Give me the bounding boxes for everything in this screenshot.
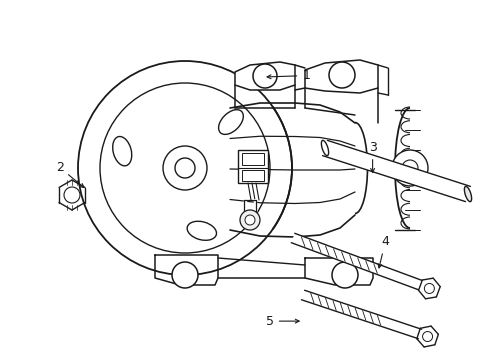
Circle shape bbox=[163, 146, 206, 190]
Polygon shape bbox=[301, 290, 421, 339]
Circle shape bbox=[422, 332, 432, 342]
Polygon shape bbox=[291, 233, 421, 290]
Circle shape bbox=[240, 210, 260, 230]
Ellipse shape bbox=[187, 221, 216, 240]
Text: 2: 2 bbox=[56, 161, 84, 188]
Text: 4: 4 bbox=[377, 235, 388, 268]
Circle shape bbox=[331, 262, 357, 288]
Ellipse shape bbox=[218, 110, 243, 134]
Text: 5: 5 bbox=[265, 315, 299, 328]
Circle shape bbox=[175, 158, 195, 178]
Polygon shape bbox=[229, 103, 354, 237]
Polygon shape bbox=[322, 140, 469, 202]
Circle shape bbox=[172, 262, 198, 288]
Text: 1: 1 bbox=[266, 69, 309, 82]
Polygon shape bbox=[242, 153, 264, 165]
Circle shape bbox=[424, 283, 433, 293]
Polygon shape bbox=[242, 170, 264, 181]
Circle shape bbox=[401, 160, 417, 176]
Circle shape bbox=[391, 150, 427, 186]
Ellipse shape bbox=[321, 140, 328, 156]
Circle shape bbox=[244, 215, 254, 225]
Polygon shape bbox=[238, 150, 267, 183]
Circle shape bbox=[78, 61, 291, 275]
Polygon shape bbox=[305, 60, 377, 93]
Circle shape bbox=[328, 62, 354, 88]
Circle shape bbox=[252, 64, 276, 88]
Circle shape bbox=[64, 187, 80, 203]
Ellipse shape bbox=[112, 136, 131, 166]
Text: 3: 3 bbox=[368, 141, 376, 172]
Ellipse shape bbox=[464, 186, 470, 202]
Circle shape bbox=[100, 83, 269, 253]
Polygon shape bbox=[235, 62, 294, 90]
